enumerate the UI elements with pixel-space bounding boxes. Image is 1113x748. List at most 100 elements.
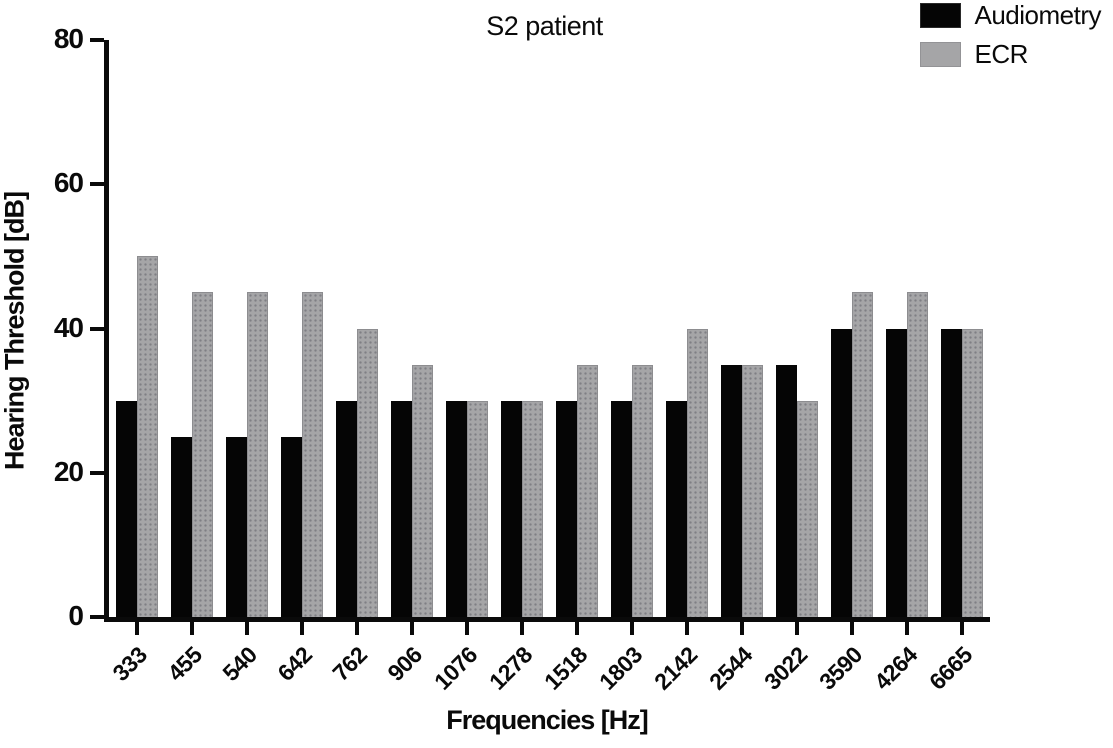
y-tick-label-60: 60 — [53, 167, 84, 199]
bar-audiometry-1076 — [445, 400, 467, 617]
x-tick-4264 — [905, 622, 910, 635]
x-tick-label-3590: 3590 — [814, 641, 868, 695]
bar-audiometry-333 — [115, 400, 137, 617]
x-axis-ticks: 333 455 540 642 762 906 1076 1278 1518 1803 2142 25… — [107, 622, 990, 742]
x-tick-455 — [189, 622, 194, 635]
bar-group-1076 — [439, 40, 494, 617]
x-tick-540 — [244, 622, 249, 635]
x-tick-label-1803: 1803 — [593, 641, 648, 695]
bar-audiometry-1278 — [500, 400, 522, 617]
bar-audiometry-642 — [280, 436, 302, 617]
bar-ecr-1518 — [577, 364, 599, 617]
bar-ecr-642 — [301, 292, 323, 617]
y-tick-40 — [90, 326, 104, 331]
x-tick-label-762: 762 — [327, 641, 372, 687]
y-tick-label-40: 40 — [53, 311, 84, 343]
bar-ecr-540 — [246, 292, 268, 617]
bar-group-333 — [109, 40, 164, 617]
bar-group-3022 — [770, 40, 825, 617]
x-tick-label-6665: 6665 — [924, 641, 978, 695]
y-tick-0 — [90, 615, 104, 619]
bar-ecr-762 — [356, 328, 378, 617]
x-tick-1518 — [575, 622, 580, 635]
x-tick-1803 — [630, 622, 635, 635]
bar-ecr-1803 — [632, 364, 654, 617]
bar-ecr-2544 — [742, 364, 764, 617]
x-tick-642 — [299, 622, 304, 635]
x-tick-3022 — [795, 622, 800, 635]
bar-audiometry-6665 — [941, 328, 963, 617]
x-tick-762 — [354, 622, 359, 635]
bar-group-455 — [164, 40, 219, 617]
y-tick-60 — [90, 182, 104, 187]
y-tick-20 — [90, 470, 104, 475]
bar-audiometry-3590 — [831, 328, 853, 617]
x-tick-label-1278: 1278 — [483, 641, 537, 695]
x-tick-label-540: 540 — [217, 641, 262, 687]
bar-group-1278 — [494, 40, 549, 617]
x-tick-label-1076: 1076 — [428, 641, 482, 695]
bar-ecr-3022 — [797, 400, 819, 617]
bar-audiometry-762 — [335, 400, 357, 617]
bars-container — [109, 40, 990, 617]
x-tick-2544 — [740, 622, 745, 635]
x-tick-label-2544: 2544 — [704, 641, 758, 695]
bar-ecr-333 — [136, 256, 158, 617]
x-tick-label-642: 642 — [272, 641, 317, 687]
bar-audiometry-455 — [170, 436, 192, 617]
bar-group-540 — [219, 40, 274, 617]
bar-group-3590 — [825, 40, 880, 617]
x-tick-label-906: 906 — [382, 641, 427, 687]
x-tick-label-333: 333 — [107, 641, 152, 687]
bar-group-2544 — [715, 40, 770, 617]
bar-audiometry-4264 — [886, 328, 908, 617]
bar-ecr-3590 — [852, 292, 874, 617]
x-tick-label-455: 455 — [162, 641, 207, 687]
bar-audiometry-2142 — [666, 400, 688, 617]
y-axis-title: Hearing Threshold [dB] — [0, 192, 30, 471]
bar-group-642 — [274, 40, 329, 617]
y-tick-80 — [90, 38, 104, 42]
bar-ecr-1076 — [466, 400, 488, 617]
bar-audiometry-906 — [390, 400, 412, 617]
bar-ecr-906 — [411, 364, 433, 617]
bar-ecr-1278 — [521, 400, 543, 617]
bar-group-1518 — [550, 40, 605, 617]
x-tick-2142 — [685, 622, 690, 635]
legend: Audiometry ECR — [919, 0, 1102, 80]
bar-group-4264 — [880, 40, 935, 617]
legend-label-audiometry: Audiometry — [974, 0, 1102, 30]
x-tick-label-2142: 2142 — [648, 641, 703, 695]
legend-swatch-ecr-icon — [919, 41, 961, 67]
bar-audiometry-1803 — [611, 400, 633, 617]
x-tick-906 — [409, 622, 414, 635]
legend-item-ecr: ECR — [919, 39, 1102, 69]
bar-ecr-2142 — [687, 328, 709, 617]
legend-label-ecr: ECR — [974, 39, 1029, 69]
x-tick-label-4264: 4264 — [869, 641, 923, 695]
bar-group-906 — [384, 40, 439, 617]
bar-audiometry-540 — [225, 436, 247, 617]
y-tick-label-0: 0 — [68, 599, 84, 631]
x-tick-333 — [134, 622, 139, 635]
x-axis-title: Frequencies [Hz] — [446, 705, 649, 735]
x-tick-label-1518: 1518 — [538, 641, 593, 695]
x-tick-6665 — [960, 622, 965, 635]
x-tick-1278 — [519, 622, 524, 635]
chart-title: S2 patient — [486, 11, 603, 41]
bar-ecr-6665 — [962, 328, 984, 617]
legend-swatch-audiometry-icon — [919, 2, 961, 28]
y-tick-label-80: 80 — [53, 22, 84, 54]
bar-audiometry-1518 — [556, 400, 578, 617]
y-tick-label-20: 20 — [53, 455, 84, 487]
x-tick-label-3022: 3022 — [759, 641, 813, 695]
bar-group-1803 — [605, 40, 660, 617]
bar-audiometry-3022 — [776, 364, 798, 617]
bar-audiometry-2544 — [721, 364, 743, 617]
x-tick-3590 — [850, 622, 855, 635]
bar-group-6665 — [935, 40, 990, 617]
x-tick-1076 — [464, 622, 469, 635]
plot-area: 0 20 40 60 80 333 455 540 642 762 906 1076 1278 1518… — [54, 24, 990, 695]
legend-item-audiometry: Audiometry — [919, 0, 1102, 30]
